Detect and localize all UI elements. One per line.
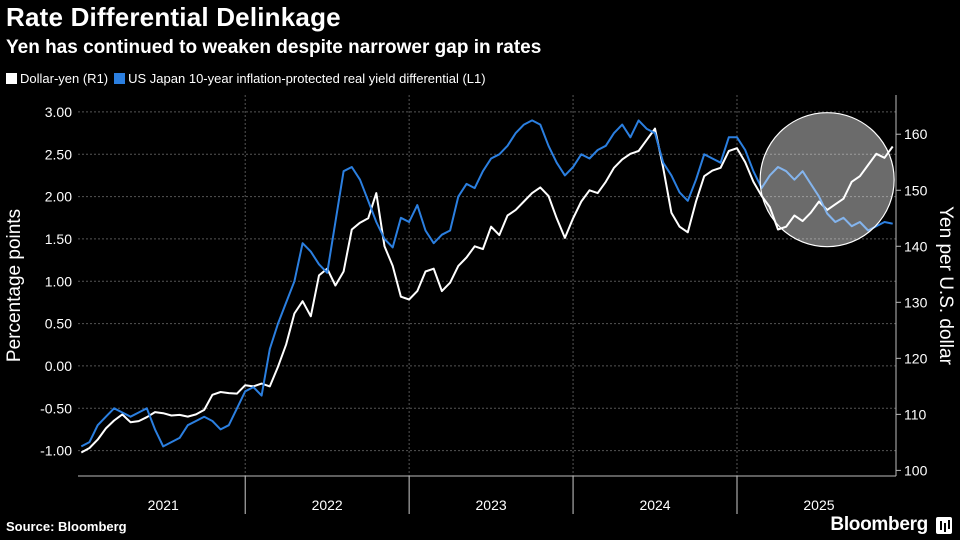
bloomberg-chart-icon xyxy=(936,517,952,534)
legend-item-dollar-yen: Dollar-yen (R1) xyxy=(6,71,108,86)
legend-label-yield-differential: US Japan 10-year inflation-protected rea… xyxy=(128,71,486,86)
y-left-tick-label: 2.00 xyxy=(45,189,72,205)
legend-swatch-yield-differential xyxy=(114,73,126,84)
series-line-yield-differential xyxy=(80,119,893,448)
y-left-axis-title: Percentage points xyxy=(4,209,25,362)
x-tick-label: 2024 xyxy=(639,497,670,513)
source-note: Source: Bloomberg xyxy=(6,519,127,534)
series-line-dollar-yen xyxy=(80,127,894,454)
legend: Dollar-yen (R1) US Japan 10-year inflati… xyxy=(6,71,492,86)
y-left-tick-label: 3.00 xyxy=(45,104,72,120)
y-left-tick-label: 0.00 xyxy=(45,358,72,374)
chart-subtitle: Yen has continued to weaken despite narr… xyxy=(6,37,542,58)
highlight-circle xyxy=(759,112,895,248)
y-left-tick-label: 1.00 xyxy=(45,273,72,289)
y-right-axis-title: Yen per U.S. dollar xyxy=(935,206,956,365)
y-right-tick-label: 110 xyxy=(904,406,927,422)
y-left-tick-label: 2.50 xyxy=(45,146,72,162)
legend-swatch-dollar-yen xyxy=(6,73,17,84)
y-right-tick-label: 160 xyxy=(904,126,928,142)
y-right-tick-label: 120 xyxy=(904,350,928,366)
x-tick-label: 2021 xyxy=(148,497,179,513)
bloomberg-logo: Bloomberg xyxy=(830,514,928,535)
x-tick-label: 2025 xyxy=(803,497,834,513)
legend-item-yield-differential: US Japan 10-year inflation-protected rea… xyxy=(114,71,486,86)
x-tick-label: 2022 xyxy=(312,497,343,513)
y-right-tick-label: 100 xyxy=(904,462,928,478)
y-right-tick-label: 130 xyxy=(904,294,928,310)
legend-label-dollar-yen: Dollar-yen (R1) xyxy=(20,71,109,86)
y-left-tick-label: 0.50 xyxy=(45,316,72,332)
y-right-tick-label: 150 xyxy=(904,182,928,198)
y-left-tick-label: 1.50 xyxy=(45,231,72,247)
chart-title: Rate Differential Delinkage xyxy=(6,2,341,32)
y-left-tick-label: -0.50 xyxy=(40,400,72,416)
x-tick-label: 2023 xyxy=(476,497,507,513)
y-right-tick-label: 140 xyxy=(904,238,928,254)
y-left-tick-label: -1.00 xyxy=(40,443,72,459)
